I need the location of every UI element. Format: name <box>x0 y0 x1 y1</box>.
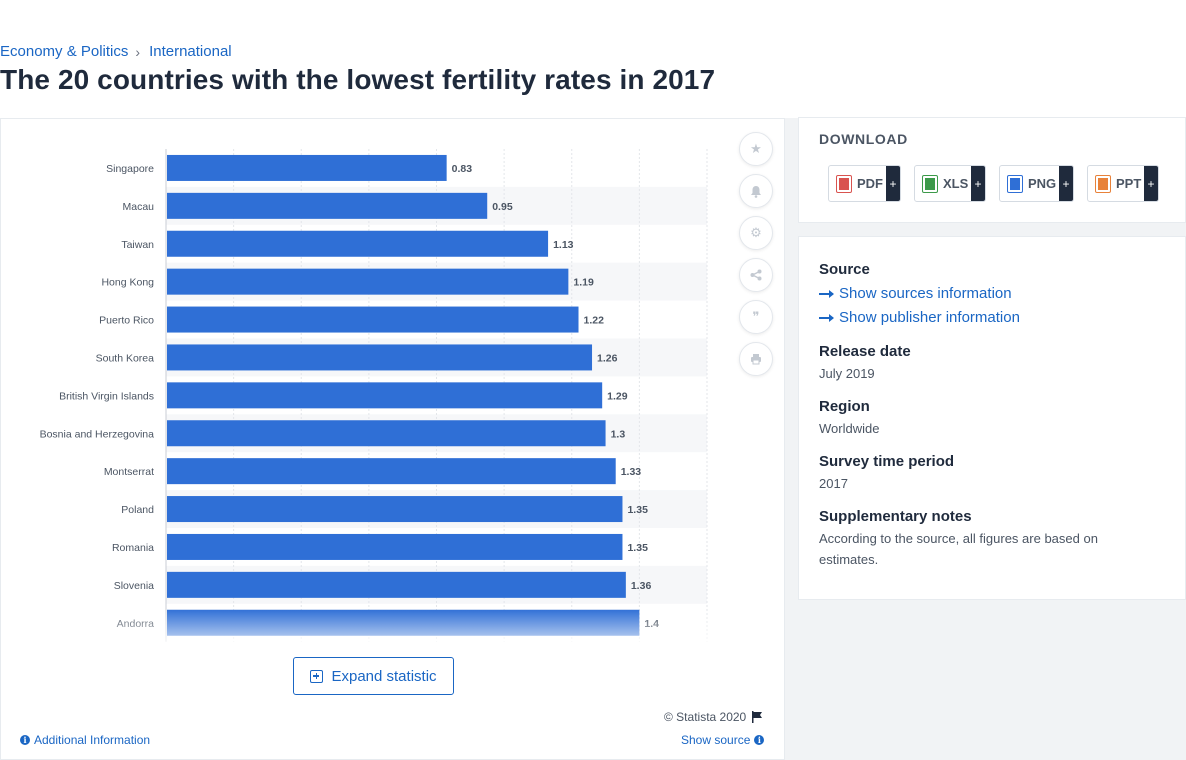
category-label: Poland <box>121 504 154 516</box>
plus-icon: + <box>971 166 985 201</box>
category-label: Bosnia and Herzegovina <box>40 428 155 440</box>
gear-icon[interactable]: ⚙ <box>739 216 773 250</box>
value-label: 1.13 <box>553 239 574 251</box>
additional-information-label: Additional Information <box>34 733 151 747</box>
region-heading: Region <box>819 398 870 415</box>
category-label: Singapore <box>106 163 154 175</box>
ppt-file-icon <box>1096 175 1110 192</box>
info-icon: i <box>20 735 30 745</box>
flag-icon[interactable] <box>752 711 763 723</box>
download-panel: DOWNLOAD PDF + XLS + PNG + PPT + <box>798 117 1186 223</box>
download-pdf-button[interactable]: PDF + <box>828 165 901 202</box>
statistic-info-panel: Source Show sources information Show pub… <box>798 236 1186 600</box>
category-label: Macau <box>122 201 154 213</box>
release-date-value: July 2019 <box>819 366 875 381</box>
bar[interactable] <box>167 571 626 598</box>
breadcrumb-separator: › <box>135 43 141 60</box>
arrow-right-icon <box>819 313 834 322</box>
top-header-band <box>0 0 1186 118</box>
value-label: 1.33 <box>621 466 642 478</box>
category-label: Montserrat <box>104 466 154 478</box>
region-value: Worldwide <box>819 421 880 436</box>
category-label: British Virgin Islands <box>59 390 154 402</box>
category-label: Hong Kong <box>101 277 154 289</box>
value-label: 1.29 <box>607 390 628 402</box>
download-xls-label: XLS <box>943 176 969 191</box>
bar[interactable] <box>167 154 447 181</box>
breadcrumb-item-economy[interactable]: Economy & Politics <box>0 43 129 60</box>
expand-icon <box>310 669 324 683</box>
value-label: 1.3 <box>611 428 626 440</box>
plus-icon: + <box>886 166 900 201</box>
bar[interactable] <box>167 496 623 523</box>
value-label: 1.36 <box>631 580 652 592</box>
supplementary-notes-heading: Supplementary notes <box>819 508 972 525</box>
info-icon: i <box>754 735 765 745</box>
download-title: DOWNLOAD <box>819 131 908 147</box>
survey-period-value: 2017 <box>819 476 848 491</box>
category-label: South Korea <box>96 352 155 364</box>
download-ppt-label: PPT <box>1116 176 1142 191</box>
bar-chart: Singapore 0.83 Macau 0.95 Taiwan 1.13 Hong Kon… <box>40 149 708 642</box>
bar[interactable] <box>167 268 569 295</box>
pdf-file-icon <box>837 175 851 192</box>
category-label: Romania <box>112 542 154 554</box>
bar[interactable] <box>167 192 488 219</box>
bar[interactable] <box>167 344 593 371</box>
print-icon[interactable] <box>739 342 773 376</box>
chart-toolbar: ★ ⚙ ❞ <box>739 132 773 384</box>
source-heading: Source <box>819 261 870 278</box>
show-source-link[interactable]: Show source i <box>681 733 765 747</box>
page-title: The 20 countries with the lowest fertili… <box>0 64 716 95</box>
value-label: 0.83 <box>452 163 473 175</box>
category-label: Taiwan <box>121 239 154 251</box>
bar[interactable] <box>167 230 549 257</box>
png-file-icon <box>1008 175 1022 192</box>
bar[interactable] <box>167 420 606 447</box>
survey-period-heading: Survey time period <box>819 453 955 470</box>
expand-statistic-button[interactable]: Expand statistic <box>293 657 454 695</box>
value-label: 1.19 <box>573 277 594 289</box>
category-label: Slovenia <box>114 580 154 592</box>
expand-label: Expand statistic <box>331 667 437 685</box>
value-label: 0.95 <box>492 201 513 213</box>
bar[interactable] <box>167 306 579 333</box>
star-icon[interactable]: ★ <box>739 132 773 166</box>
download-ppt-button[interactable]: PPT + <box>1087 165 1159 202</box>
show-sources-label: Show sources information <box>839 285 1012 302</box>
supplementary-notes-value: According to the source, all figures are… <box>819 531 1098 567</box>
copyright: © Statista 2020 <box>664 710 763 724</box>
show-source-label: Show source <box>681 733 751 747</box>
plus-icon: + <box>1144 166 1158 201</box>
arrow-right-icon <box>819 289 834 298</box>
breadcrumb-item-international[interactable]: International <box>149 43 232 60</box>
value-label: 1.26 <box>597 352 618 364</box>
value-label: 1.22 <box>584 315 605 327</box>
breadcrumb: Economy & Politics › International <box>0 43 232 60</box>
value-label: 1.35 <box>627 504 648 516</box>
show-sources-link[interactable]: Show sources information <box>819 285 1012 302</box>
bar[interactable] <box>167 458 616 485</box>
xls-file-icon <box>923 175 937 192</box>
bar[interactable] <box>167 533 623 560</box>
chart-fade-overlay <box>1 609 721 649</box>
release-date-heading: Release date <box>819 343 911 360</box>
value-label: 1.35 <box>627 542 648 554</box>
additional-information-link[interactable]: i Additional Information <box>20 733 150 747</box>
show-publisher-link[interactable]: Show publisher information <box>819 309 1020 326</box>
copyright-text: © Statista 2020 <box>664 710 747 724</box>
show-publisher-label: Show publisher information <box>839 309 1020 326</box>
download-png-label: PNG <box>1028 176 1057 191</box>
download-xls-button[interactable]: XLS + <box>914 165 986 202</box>
bell-icon[interactable] <box>739 174 773 208</box>
bar[interactable] <box>167 382 603 409</box>
share-icon[interactable] <box>739 258 773 292</box>
category-label: Puerto Rico <box>99 315 154 327</box>
download-pdf-label: PDF <box>857 176 883 191</box>
quote-icon[interactable]: ❞ <box>739 300 773 334</box>
download-buttons: PDF + XLS + PNG + PPT + <box>828 165 1159 202</box>
plus-icon: + <box>1059 166 1073 201</box>
download-png-button[interactable]: PNG + <box>999 165 1074 202</box>
chart-panel: Singapore 0.83 Macau 0.95 Taiwan 1.13 Hong Kon… <box>0 118 785 760</box>
